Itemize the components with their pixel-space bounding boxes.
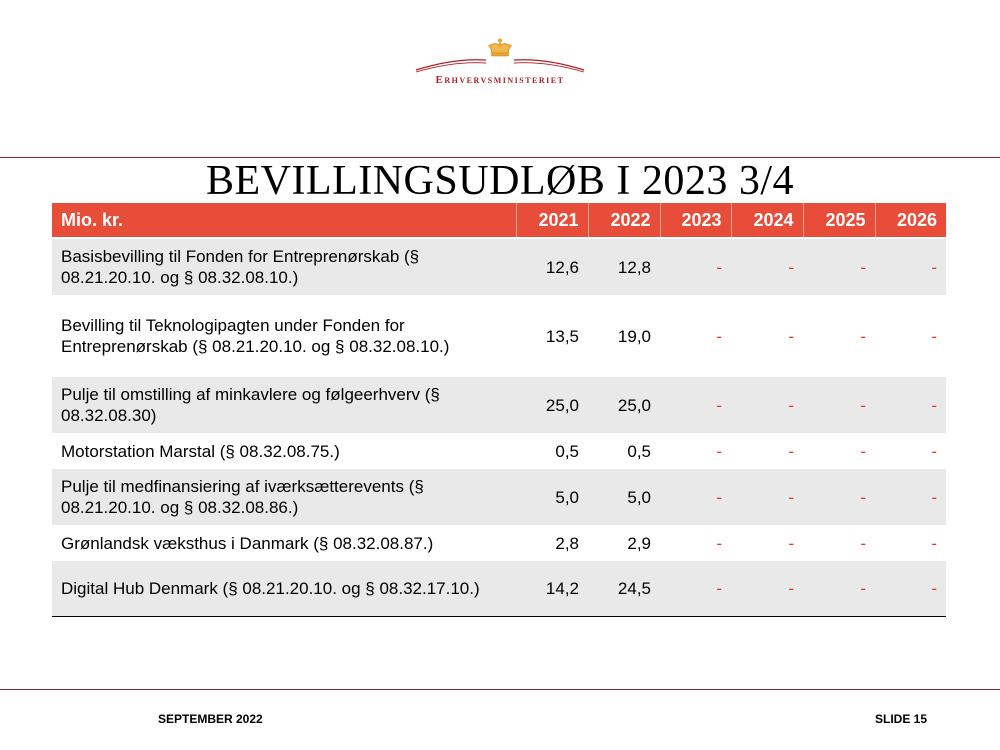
- slide-number: SLIDE 15: [875, 712, 928, 726]
- cell-2024: -: [731, 525, 803, 560]
- table-row: Motorstation Marstal (§ 08.32.08.75.) 0,…: [52, 433, 946, 468]
- column-header-2023: 2023: [659, 203, 731, 238]
- cell-2021: 2,8: [516, 525, 588, 560]
- cell-2026: -: [875, 295, 946, 376]
- cell-2022: 2,9: [588, 525, 660, 560]
- row-label: Grønlandsk væksthus i Danmark (§ 08.32.0…: [52, 525, 516, 560]
- ministry-logo: Erhvervsministeriet: [0, 0, 1000, 110]
- cell-2022: 0,5: [588, 433, 660, 468]
- cell-2024: -: [731, 295, 803, 376]
- bottom-divider: [0, 689, 1000, 690]
- cell-2021: 5,0: [516, 467, 588, 526]
- cell-2021: 14,2: [516, 559, 588, 617]
- cell-2022: 5,0: [588, 467, 660, 526]
- cell-2026: -: [875, 559, 946, 617]
- cell-2025: -: [803, 559, 875, 617]
- cell-2021: 12,6: [516, 237, 588, 296]
- row-label: Bevilling til Teknologipagten under Fond…: [52, 295, 516, 376]
- appropriations-table: Mio. kr. 2021 2022 2023 2024 2025 2026 B…: [52, 203, 946, 617]
- cell-2023: -: [660, 525, 731, 560]
- cell-2023: -: [660, 467, 731, 526]
- cell-2024: -: [731, 559, 803, 617]
- cell-2026: -: [875, 433, 946, 468]
- logo-text: Erhvervsministeriet: [435, 74, 565, 86]
- cell-2025: -: [803, 237, 875, 296]
- cell-2022: 19,0: [588, 295, 660, 376]
- column-header-2024: 2024: [730, 203, 803, 238]
- table-header-row: Mio. kr. 2021 2022 2023 2024 2025 2026: [52, 203, 946, 238]
- row-label: Motorstation Marstal (§ 08.32.08.75.): [52, 433, 516, 468]
- page-title: BEVILLINGSUDLØB I 2023 3/4: [205, 158, 795, 204]
- cell-2023: -: [660, 375, 731, 434]
- cell-2025: -: [803, 467, 875, 526]
- column-header-label: Mio. kr.: [52, 203, 516, 238]
- cell-2022: 25,0: [588, 375, 660, 434]
- table-row: Grønlandsk væksthus i Danmark (§ 08.32.0…: [52, 525, 946, 560]
- cell-2021: 13,5: [516, 295, 588, 376]
- table-row: Pulje til medfinansiering af iværksætter…: [52, 467, 946, 526]
- cell-2026: -: [875, 375, 946, 434]
- cell-2023: -: [660, 237, 731, 296]
- cell-2025: -: [803, 375, 875, 434]
- top-divider: [0, 157, 1000, 158]
- logo-lines-icon: [415, 59, 585, 73]
- cell-2023: -: [660, 559, 731, 617]
- row-label: Basisbevilling til Fonden for Entreprenø…: [52, 237, 516, 296]
- table-row: Digital Hub Denmark (§ 08.21.20.10. og §…: [52, 559, 946, 617]
- cell-2025: -: [803, 525, 875, 560]
- column-header-2021: 2021: [515, 203, 588, 238]
- cell-2026: -: [875, 237, 946, 296]
- cell-2022: 24,5: [588, 559, 660, 617]
- cell-2024: -: [731, 237, 803, 296]
- row-label: Digital Hub Denmark (§ 08.21.20.10. og §…: [52, 559, 516, 617]
- cell-2021: 25,0: [516, 375, 588, 434]
- cell-2023: -: [660, 433, 731, 468]
- cell-2025: -: [803, 433, 875, 468]
- cell-2024: -: [731, 375, 803, 434]
- crown-icon: [488, 38, 512, 57]
- table-row: Basisbevilling til Fonden for Entreprenø…: [52, 237, 946, 296]
- cell-2023: -: [660, 295, 731, 376]
- cell-2026: -: [875, 525, 946, 560]
- table-row: Pulje til omstilling af minkavlere og fø…: [52, 375, 946, 434]
- column-header-2025: 2025: [802, 203, 875, 238]
- column-header-2022: 2022: [587, 203, 660, 238]
- footer-date: SEPTEMBER 2022: [158, 712, 263, 726]
- cell-2021: 0,5: [516, 433, 588, 468]
- cell-2026: -: [875, 467, 946, 526]
- table-row: Bevilling til Teknologipagten under Fond…: [52, 295, 946, 376]
- cell-2025: -: [803, 295, 875, 376]
- column-header-2026: 2026: [874, 203, 946, 238]
- cell-2024: -: [731, 467, 803, 526]
- cell-2022: 12,8: [588, 237, 660, 296]
- row-label: Pulje til omstilling af minkavlere og fø…: [52, 375, 516, 434]
- row-label: Pulje til medfinansiering af iværksætter…: [52, 467, 516, 526]
- cell-2024: -: [731, 433, 803, 468]
